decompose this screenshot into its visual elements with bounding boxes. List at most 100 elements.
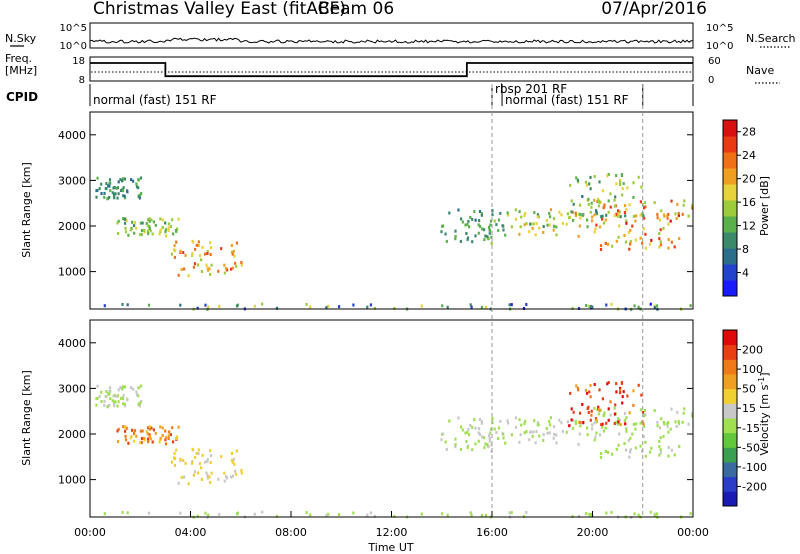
- velocity-colorbar-label-end: ]: [758, 372, 771, 376]
- power-cell: [632, 195, 635, 199]
- velocity-cell: [141, 429, 144, 433]
- power-cell: [635, 214, 638, 218]
- velocity-cell: [632, 403, 635, 407]
- velocity-cell: [677, 420, 680, 423]
- velocity-cell: [191, 447, 194, 451]
- velocity-cell: [122, 397, 125, 401]
- power-cell: [139, 221, 142, 225]
- velocity-cell: [598, 388, 601, 392]
- velocity-cell: [644, 413, 647, 417]
- velocity-cell: [139, 429, 142, 433]
- velocity-cell: [594, 435, 597, 439]
- power-cell: [454, 237, 457, 241]
- velocity-cell: [575, 384, 578, 388]
- velocity-cell: [588, 390, 591, 394]
- velocity-cell: [601, 422, 604, 426]
- velocity-cell: [133, 432, 136, 436]
- power-cell: [446, 305, 449, 309]
- velocity-cell: [644, 440, 647, 444]
- velocity-cell: [200, 478, 203, 481]
- velocity-cell: [598, 408, 601, 411]
- velocity-cell: [605, 421, 608, 425]
- power-cell: [123, 177, 127, 181]
- power-cell: [137, 178, 140, 182]
- velocity-cell: [574, 422, 577, 425]
- velocity-cell: [601, 425, 604, 429]
- colorbar-swatch-2: [723, 248, 737, 265]
- power-cell: [169, 225, 172, 229]
- velocity-cell: [325, 514, 328, 518]
- power-cell: [572, 218, 575, 222]
- velocity-cell: [572, 426, 575, 430]
- power-cell: [653, 201, 656, 205]
- power-cell: [600, 215, 603, 219]
- power-cell: [546, 223, 549, 227]
- velocity-cell: [619, 388, 622, 392]
- colorbar-swatch-7: [723, 168, 737, 185]
- velocity-cell: [572, 410, 575, 414]
- velocity-cell: [454, 443, 457, 446]
- power-cell: [687, 214, 690, 218]
- power-cell: [491, 213, 494, 217]
- power-cell: [224, 267, 228, 270]
- power-cell: [226, 268, 229, 272]
- velocity-cell: [660, 417, 663, 421]
- cpid-segment-label-2: normal (fast) 151 RF: [505, 93, 629, 107]
- velocity-cell: [579, 424, 582, 428]
- velocity-cell: [135, 434, 138, 438]
- power-yticks: 1000 2000 3000 4000: [58, 129, 693, 279]
- power-cell: [139, 176, 143, 180]
- velocity-cell: [172, 440, 175, 444]
- power-cell: [643, 216, 646, 220]
- colorbar-swatch-8: [723, 374, 737, 390]
- power-cell: [108, 196, 111, 199]
- velocity-cell: [113, 404, 116, 408]
- velocity-cell: [466, 446, 469, 449]
- power-cell: [565, 222, 568, 226]
- velocity-cell: [604, 449, 607, 453]
- power-cell: [235, 304, 239, 308]
- power-cell: [615, 174, 618, 178]
- velocity-cell: [595, 418, 598, 422]
- velocity-cell: [489, 431, 492, 435]
- power-cell: [669, 219, 672, 223]
- velocity-cell: [585, 512, 588, 515]
- power-cell: [187, 274, 190, 278]
- velocity-cell: [658, 453, 661, 457]
- power-cell: [122, 217, 125, 221]
- velocity-echo-cells: [95, 381, 694, 519]
- velocity-cell: [632, 389, 635, 393]
- power-cell: [553, 224, 556, 228]
- velocity-cell: [602, 429, 605, 433]
- velocity-cell: [139, 384, 143, 388]
- velocity-cell: [586, 433, 589, 437]
- power-cell: [489, 219, 493, 223]
- power-cell: [590, 205, 593, 209]
- velocity-cell: [553, 432, 556, 436]
- velocity-cell: [140, 437, 144, 441]
- velocity-cell: [177, 481, 180, 485]
- velocity-cell: [591, 423, 594, 427]
- velocity-cell: [469, 511, 472, 515]
- power-cell: [574, 214, 577, 217]
- power-cell: [655, 304, 659, 308]
- power-cell: [589, 175, 592, 179]
- power-cell: [209, 241, 212, 245]
- power-cell: [164, 230, 167, 234]
- velocity-cell: [604, 426, 607, 430]
- power-cell: [667, 238, 670, 241]
- power-cell: [581, 195, 584, 198]
- power-cell: [141, 221, 144, 225]
- velocity-cell: [659, 436, 662, 440]
- colorbar-tick-label-4: -15: [742, 422, 760, 435]
- power-cell: [552, 228, 555, 232]
- power-cell: [610, 302, 613, 306]
- power-cell: [510, 303, 513, 307]
- x-tick-label-6: 00:00: [677, 526, 709, 539]
- power-cell: [140, 192, 143, 195]
- power-cell: [151, 232, 154, 236]
- power-cell: [366, 305, 369, 309]
- velocity-cell: [235, 472, 238, 476]
- velocity-cell: [653, 514, 656, 518]
- velocity-cell: [520, 423, 523, 427]
